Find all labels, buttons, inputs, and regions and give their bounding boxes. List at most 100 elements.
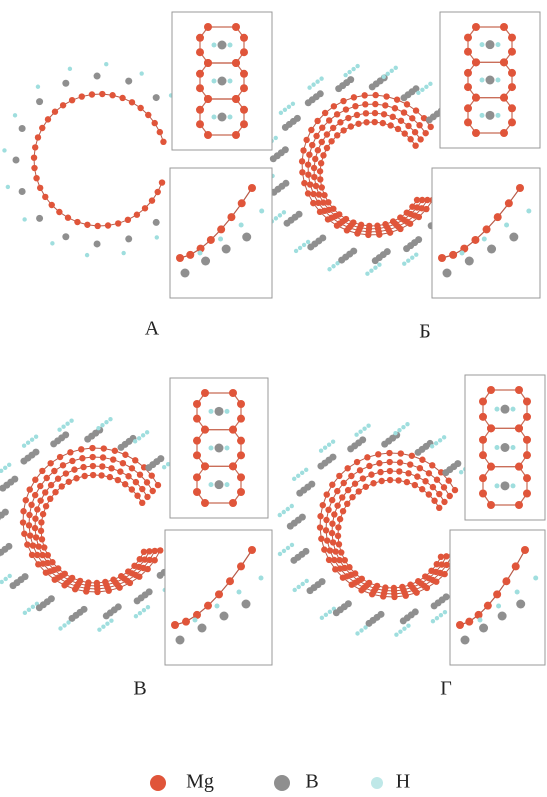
- mg-atom: [207, 236, 215, 244]
- h-atom: [328, 610, 332, 614]
- h-atom: [65, 422, 69, 426]
- mg-atom: [355, 121, 361, 127]
- mg-atom: [374, 583, 380, 589]
- h-atom: [495, 445, 500, 450]
- mg-atom: [329, 530, 335, 536]
- mg-atom: [49, 202, 55, 208]
- b-atom: [36, 98, 43, 105]
- mg-atom: [55, 476, 61, 482]
- mg-atom: [345, 115, 351, 121]
- mg-atom: [352, 481, 358, 487]
- h-atom: [358, 430, 362, 434]
- mg-atom: [322, 110, 328, 116]
- mg-atom: [45, 552, 51, 558]
- h-atom: [134, 614, 138, 618]
- b-atom: [290, 557, 297, 564]
- mg-atom: [232, 131, 240, 139]
- h-atom: [23, 611, 27, 615]
- h-atom: [496, 42, 501, 47]
- mg-atom: [395, 126, 401, 132]
- mg-atom: [110, 577, 116, 583]
- mg-atom: [35, 543, 41, 549]
- h-atom: [3, 466, 7, 470]
- b-atom: [498, 612, 507, 621]
- mg-atom: [141, 549, 147, 555]
- h-atom: [141, 433, 145, 437]
- mg-atom: [337, 119, 343, 125]
- mg-atom: [401, 109, 407, 115]
- h-atom: [526, 209, 531, 214]
- mg-atom: [436, 491, 442, 497]
- mg-atom: [33, 534, 39, 540]
- h-atom: [278, 552, 282, 556]
- h-atom: [138, 611, 142, 615]
- b-atom: [134, 597, 141, 604]
- mg-atom: [337, 516, 343, 522]
- mg-atom: [363, 110, 369, 116]
- h-atom: [319, 449, 323, 453]
- h-atom: [97, 627, 101, 631]
- h-atom: [69, 419, 73, 423]
- mg-atom: [387, 468, 393, 474]
- h-atom: [278, 213, 282, 217]
- mg-atom: [378, 478, 384, 484]
- mg-atom: [464, 118, 472, 126]
- h-atom: [435, 616, 439, 620]
- mg-atom: [315, 147, 321, 153]
- mg-atom: [39, 125, 45, 131]
- mg-atom: [144, 479, 150, 485]
- mg-atom: [229, 499, 237, 507]
- mg-atom: [362, 101, 368, 107]
- mg-atom: [391, 585, 397, 591]
- b-atom: [222, 245, 231, 254]
- mg-atom: [387, 477, 393, 483]
- mg-atom: [336, 541, 342, 547]
- mg-atom: [155, 189, 161, 195]
- mg-atom: [193, 415, 201, 423]
- mg-atom: [133, 479, 139, 485]
- mg-atom: [348, 123, 354, 129]
- mg-atom: [414, 473, 420, 479]
- mg-atom: [342, 557, 348, 563]
- h-atom: [307, 85, 311, 89]
- mg-atom: [122, 452, 128, 458]
- h-atom: [369, 269, 373, 273]
- mg-atom: [479, 398, 487, 406]
- mg-atom: [39, 536, 45, 542]
- b-atom: [479, 624, 488, 633]
- b-atom: [94, 73, 101, 80]
- b-atom: [338, 257, 345, 264]
- b-atom: [218, 113, 227, 122]
- h-atom: [420, 88, 424, 92]
- mg-atom: [345, 487, 351, 493]
- b-atom: [372, 257, 379, 264]
- mg-atom: [108, 465, 114, 471]
- mg-atom: [229, 462, 237, 470]
- mg-atom: [323, 527, 329, 533]
- h-atom: [225, 446, 230, 451]
- h-atom: [480, 42, 485, 47]
- mg-atom: [27, 486, 33, 492]
- h-atom: [305, 579, 309, 583]
- mg-atom: [89, 454, 95, 460]
- mg-atom: [475, 611, 483, 619]
- h-atom: [373, 266, 377, 270]
- mg-atom: [508, 83, 516, 91]
- mg-atom: [84, 222, 90, 228]
- mg-atom: [523, 451, 531, 459]
- h-atom: [105, 621, 109, 625]
- mg-atom: [77, 578, 83, 584]
- b-atom: [125, 78, 132, 85]
- mg-atom: [37, 185, 43, 191]
- h-atom: [8, 574, 12, 578]
- h-atom: [294, 249, 298, 253]
- mg-atom: [374, 223, 380, 229]
- h-atom: [26, 441, 30, 445]
- h-atom: [402, 261, 406, 265]
- mg-atom: [137, 105, 143, 111]
- h-atom: [304, 468, 308, 472]
- mg-atom: [336, 473, 342, 479]
- mg-atom: [417, 136, 423, 142]
- mg-atom: [78, 446, 84, 452]
- mg-atom: [27, 532, 33, 538]
